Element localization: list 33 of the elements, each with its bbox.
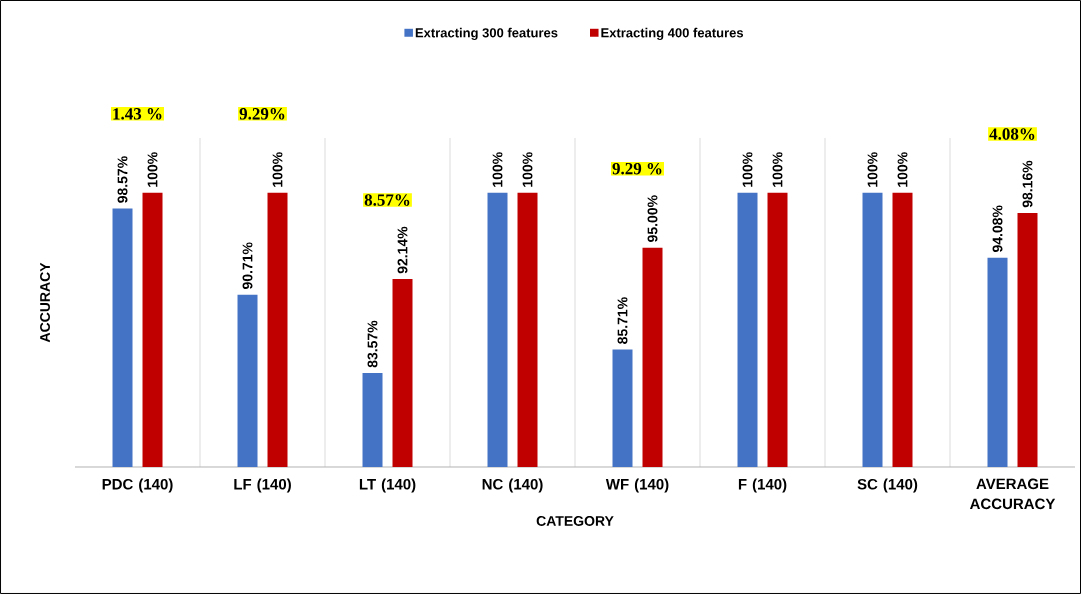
data-label: 100% <box>742 152 753 187</box>
x-tick-label: AVERAGE ACCURACY <box>969 478 1056 510</box>
data-label: 100% <box>772 152 783 187</box>
data-label: 92.14% <box>397 226 408 274</box>
legend-label: Extracting 400 features <box>601 27 744 41</box>
x-tick-label: LT (140) <box>359 478 416 493</box>
x-tick-label: SC (140) <box>857 478 918 493</box>
data-label: 85.71% <box>617 297 628 344</box>
legend-label: Extracting 300 features <box>415 27 558 41</box>
x-tick-label: NC (140) <box>482 478 543 493</box>
annotation: 8.57% <box>364 194 410 206</box>
data-label: 94.08% <box>992 205 1003 253</box>
data-label: 100% <box>522 152 533 187</box>
x-tick-label: LF (140) <box>234 478 291 493</box>
annotation: 9.29 % <box>612 162 662 175</box>
annotation: 4.08% <box>989 128 1035 140</box>
data-label: 90.71% <box>242 242 253 290</box>
x-tick-label: WF (140) <box>605 478 669 493</box>
data-label: 100% <box>867 152 878 187</box>
data-label: 100% <box>492 152 503 187</box>
data-label: 98.57% <box>117 156 128 203</box>
x-tick-label: PDC (140) <box>102 478 173 493</box>
data-label: 83.57% <box>367 320 378 368</box>
data-label: 95.00% <box>647 195 658 242</box>
text: 1.43 % <box>113 108 162 120</box>
data-label: 100% <box>897 152 908 187</box>
data-label: 100% <box>147 152 158 187</box>
text: 9.29% <box>239 108 285 120</box>
data-label: 98.16% <box>1022 160 1033 208</box>
data-label: 100% <box>272 152 283 187</box>
y-axis-title: ACCURACY <box>40 262 50 343</box>
x-tick-label: F (140) <box>738 478 787 493</box>
x-axis-title: CATEGORY <box>536 515 614 526</box>
